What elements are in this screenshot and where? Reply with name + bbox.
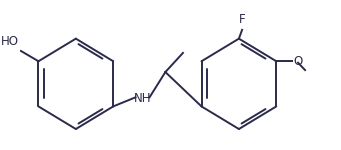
- Text: O: O: [293, 55, 302, 68]
- Text: NH: NH: [134, 92, 151, 105]
- Text: HO: HO: [1, 35, 19, 48]
- Text: F: F: [239, 13, 246, 26]
